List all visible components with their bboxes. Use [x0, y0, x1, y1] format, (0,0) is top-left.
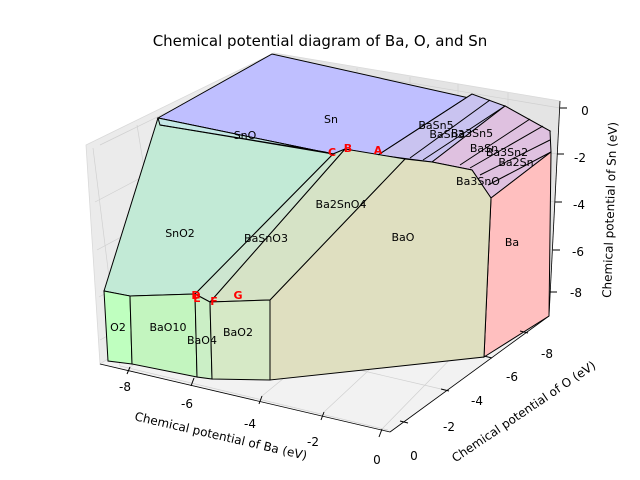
region-label-bao4: BaO4 — [187, 334, 217, 347]
region-label-o2: O2 — [110, 321, 126, 334]
vertex-label-a: A — [374, 144, 383, 157]
y-axis-label: Chemical potential of O (eV) — [449, 358, 598, 465]
axis-ticks — [126, 107, 567, 438]
vertex-label-c: C — [328, 146, 336, 159]
region-label-ba3sno: Ba3SnO — [456, 175, 500, 188]
vertex-label-d: D — [191, 289, 200, 302]
x-tick-label: -4 — [244, 417, 256, 431]
region-label-bao10: BaO10 — [150, 321, 187, 334]
region-face-bao — [269, 158, 492, 381]
z-tick-label: 0 — [581, 104, 589, 118]
region-label-sno2: SnO2 — [165, 227, 195, 240]
region-label-sno: SnO — [234, 129, 257, 142]
region-label-basn3: BaSn3 — [429, 128, 464, 141]
region-label-ba2sno4: Ba2SnO4 — [316, 198, 367, 211]
vertex-label-f: F — [210, 295, 218, 308]
z-axis-label: Chemical potential of Sn (eV) — [600, 122, 620, 298]
polyhedron-edges — [159, 93, 552, 186]
y-tick-label: -6 — [506, 370, 518, 384]
z-tick-label: -2 — [574, 151, 586, 165]
x-tick-label: -8 — [119, 380, 131, 394]
y-tick-label: 0 — [410, 449, 418, 463]
chart-title: Chemical potential diagram of Ba, O, and… — [153, 32, 488, 50]
region-label-bao2: BaO2 — [223, 326, 253, 339]
region-label-ba2sn: Ba2Sn — [498, 156, 533, 169]
vertex-label-b: B — [344, 142, 352, 155]
region-label-ba: Ba — [505, 236, 519, 249]
axis-lines — [99, 100, 561, 433]
y-tick-label: -8 — [541, 347, 553, 361]
vertex-label-e: E — [193, 292, 201, 305]
y-tick-label: -4 — [471, 394, 483, 408]
x-tick-label: 0 — [373, 453, 381, 467]
z-tick-label: -8 — [570, 286, 582, 300]
x-axis-label: Chemical potential of Ba (eV) — [133, 409, 308, 462]
vertex-label-g: G — [233, 289, 242, 302]
region-label-basn5: BaSn5 — [418, 119, 453, 132]
region-face-sno — [157, 117, 334, 155]
polyhedron-faces — [103, 53, 552, 381]
z-tick-label: -6 — [572, 245, 584, 259]
region-label-bao: BaO — [392, 231, 415, 244]
y-tick-label: -2 — [443, 420, 455, 434]
region-label-basno3: BaSnO3 — [244, 232, 288, 245]
x-tick-label: -2 — [307, 435, 319, 449]
region-label-sn: Sn — [324, 113, 338, 126]
region-label-ba3sn5: Ba3Sn5 — [451, 127, 493, 140]
region-label-basn: BaSn — [470, 142, 498, 155]
x-tick-label: -6 — [181, 397, 193, 411]
region-face-bao2 — [209, 299, 271, 381]
region-label-ba3sn2: Ba3Sn2 — [486, 146, 528, 159]
z-tick-label: -4 — [573, 198, 585, 212]
